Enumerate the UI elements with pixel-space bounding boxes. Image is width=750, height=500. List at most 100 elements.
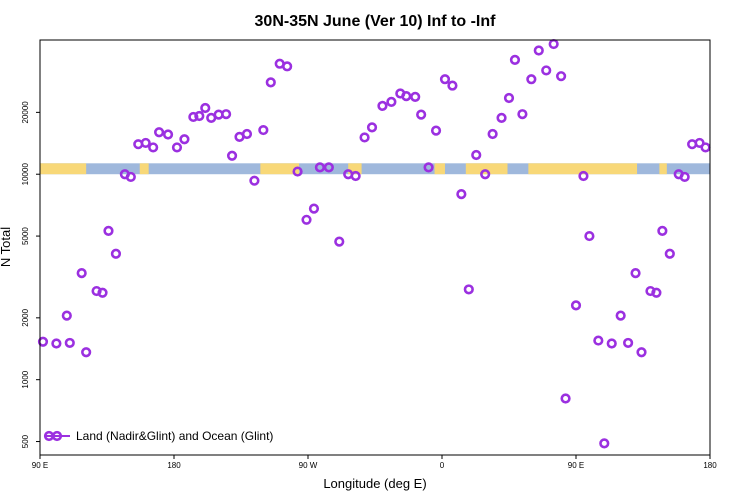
data-point — [471, 149, 482, 161]
x-tick-label: 90 W — [299, 461, 318, 470]
plot-frame — [39, 39, 711, 456]
data-point — [76, 268, 87, 279]
data-point — [651, 287, 662, 298]
data-point — [386, 96, 397, 107]
data-point — [578, 170, 589, 182]
data-point — [64, 337, 75, 349]
data-point — [509, 54, 521, 66]
data-point — [282, 61, 293, 72]
data-point — [194, 110, 205, 122]
data-point — [301, 214, 312, 225]
y-axis-label: N Total — [0, 227, 13, 267]
legend-marker — [51, 430, 63, 442]
data-point — [423, 162, 434, 173]
data-point — [439, 74, 451, 85]
land-segment — [434, 163, 445, 175]
data-point — [179, 134, 190, 145]
data-point — [162, 129, 174, 140]
land-segment — [659, 163, 667, 175]
data-point — [188, 111, 199, 123]
data-point — [51, 338, 62, 349]
data-point — [487, 128, 498, 140]
data-point — [447, 80, 458, 91]
data-point — [410, 91, 421, 102]
data-point — [265, 77, 276, 88]
data-point — [679, 171, 690, 183]
data-point — [416, 109, 427, 120]
x-tick-label: 90 E — [32, 461, 48, 470]
data-point — [584, 230, 595, 242]
data-point — [292, 166, 303, 177]
data-point — [140, 137, 151, 149]
data-point — [599, 438, 610, 449]
data-point — [636, 347, 647, 358]
data-point — [37, 336, 49, 347]
data-point — [496, 112, 507, 123]
data-point — [308, 203, 320, 214]
x-axis-label: Longitude (deg E) — [323, 476, 426, 491]
data-point — [103, 225, 114, 236]
data-point — [615, 310, 626, 321]
data-point — [366, 122, 378, 133]
land-segment — [528, 163, 638, 175]
data-point — [359, 132, 370, 143]
data-point — [456, 189, 467, 200]
data-point — [664, 248, 675, 259]
data-point — [517, 109, 528, 120]
x-tick-label: 90 E — [568, 461, 584, 470]
chart-title: 30N-35N June (Ver 10) Inf to -Inf — [255, 13, 497, 30]
data-point — [401, 90, 412, 102]
data-point — [323, 162, 334, 173]
data-point — [241, 128, 253, 140]
y-tick-label: 2000 — [21, 308, 30, 326]
x-tick-label: 180 — [167, 461, 181, 470]
data-point — [61, 310, 72, 321]
data-point — [314, 162, 326, 173]
data-point — [154, 127, 165, 138]
data-point — [200, 102, 211, 114]
land-segment — [40, 163, 87, 175]
x-tick-label: 0 — [440, 461, 445, 470]
data-point — [623, 337, 634, 349]
land-segment — [139, 163, 149, 175]
data-point — [110, 248, 122, 259]
data-point — [503, 92, 515, 104]
data-point — [377, 100, 388, 112]
data-point — [81, 347, 92, 358]
x-tick-label: 180 — [703, 461, 717, 470]
data-point — [657, 225, 668, 236]
land-segment — [465, 163, 508, 175]
data-point — [606, 338, 617, 349]
data-point — [548, 38, 559, 50]
y-tick-label: 20000 — [21, 101, 30, 124]
data-point — [226, 150, 238, 161]
data-point — [350, 170, 361, 182]
y-tick-label: 5000 — [21, 227, 30, 245]
data-point — [430, 125, 442, 136]
data-point — [97, 287, 108, 298]
data-point — [171, 142, 183, 153]
data-point — [526, 74, 537, 85]
y-tick-label: 1000 — [21, 370, 30, 388]
y-tick-label: 500 — [21, 434, 30, 448]
data-point — [533, 45, 544, 56]
data-point — [570, 300, 582, 311]
ocean-band — [40, 163, 710, 175]
data-point — [593, 335, 604, 346]
data-point — [463, 284, 474, 295]
data-point — [556, 71, 567, 82]
data-point — [480, 169, 491, 180]
data-point — [630, 268, 641, 279]
data-point — [221, 109, 232, 120]
data-points — [37, 38, 711, 449]
y-tick-label: 10000 — [21, 163, 30, 186]
legend-label: Land (Nadir&Glint) and Ocean (Glint) — [76, 429, 273, 443]
land-segment — [348, 163, 362, 175]
data-point — [249, 175, 260, 186]
legend: Land (Nadir&Glint) and Ocean (Glint) — [43, 429, 273, 443]
axis-ticks: 90 E 180 90 W 0 90 E 180 500 1000 2000 5000 10000 2… — [21, 101, 717, 470]
data-point — [700, 142, 711, 153]
data-point — [560, 393, 571, 404]
data-point — [541, 65, 552, 76]
